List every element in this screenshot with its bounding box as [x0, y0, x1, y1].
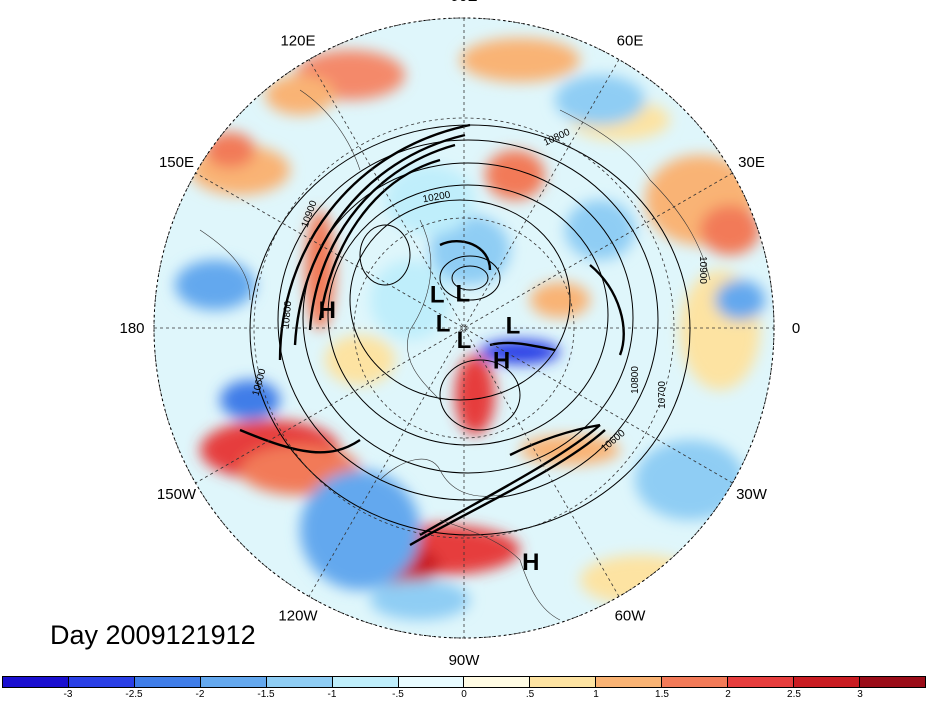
longitude-label: 90W: [449, 652, 481, 669]
longitude-label: 30W: [736, 486, 768, 503]
colorbar-cell: [794, 677, 860, 687]
high-pressure-marker: H: [493, 348, 510, 375]
longitude-label: 60E: [617, 33, 644, 50]
low-pressure-marker: L: [436, 310, 451, 337]
high-pressure-marker: H: [522, 549, 539, 576]
colorbar-cell: [266, 677, 333, 687]
colorbar-tick-label: -1: [327, 689, 337, 700]
colorbar-tick-label: 1.5: [655, 689, 669, 700]
colorbar-cell: [662, 677, 729, 687]
colorbar: [2, 676, 926, 688]
colorbar-cell: [332, 677, 399, 687]
colorbar-cell: [3, 677, 69, 687]
longitude-label: 60W: [615, 608, 647, 625]
colorbar-cell: [134, 677, 201, 687]
contour-label: 10900: [697, 256, 708, 284]
colorbar-tick-label: 3: [857, 689, 863, 700]
low-pressure-marker: L: [455, 281, 470, 308]
low-pressure-marker: L: [430, 282, 445, 309]
contour-label: 10200: [422, 190, 452, 206]
colorbar-cell: [859, 677, 925, 687]
colorbar-tick-label: 1: [593, 689, 599, 700]
map-boundary: [153, 17, 775, 639]
colorbar-tick-label: -.5: [392, 689, 404, 700]
coastlines: [199, 89, 711, 621]
longitude-label: 120E: [280, 33, 315, 50]
colorbar-tick-label: -2.5: [125, 689, 143, 700]
colorbar-tick-label: 2: [725, 689, 731, 700]
colorbar-cell: [728, 677, 795, 687]
longitude-label: 30E: [738, 154, 765, 171]
high-pressure-marker: H: [319, 297, 336, 324]
colorbar-cell: [200, 677, 267, 687]
colorbar-cell: [596, 677, 663, 687]
page-title: Day 2009121912: [50, 620, 256, 650]
longitude-label: 150W: [157, 486, 197, 503]
contour-label: 10700: [657, 381, 668, 409]
colorbar-cell: [464, 677, 531, 687]
contour-label: 10800: [281, 300, 294, 329]
longitude-label: 120W: [278, 608, 318, 625]
height-contours: [239, 123, 691, 547]
contour-label: 10800: [630, 366, 641, 394]
colorbar-tick-label: 0: [461, 689, 467, 700]
colorbar-tick-label: .5: [525, 689, 535, 700]
low-pressure-marker: L: [457, 327, 472, 354]
colorbar-tick-label: -2: [195, 689, 205, 700]
colorbar-cell: [398, 677, 465, 687]
longitude-labels: 90E 60E 30E 0 30W 60W 90W 120W 150W 180 150E 120E: [119, 0, 800, 669]
longitude-label: 90E: [451, 0, 478, 5]
colorbar-tick-label: 2.5: [787, 689, 801, 700]
colorbar-cell: [68, 677, 135, 687]
colorbar-tick-labels: -3 -2.5 -2 -1.5 -1 -.5 0 .5 1 1.5 2 2.5 3: [2, 689, 926, 702]
low-pressure-marker: L: [506, 313, 521, 340]
colorbar-tick-label: -3: [63, 689, 73, 700]
longitude-label: 150E: [159, 154, 194, 171]
longitude-label: 0: [792, 320, 800, 337]
longitude-label: 180: [119, 320, 144, 337]
colorbar-tick-label: -1.5: [257, 689, 275, 700]
colorbar-cell: [530, 677, 597, 687]
